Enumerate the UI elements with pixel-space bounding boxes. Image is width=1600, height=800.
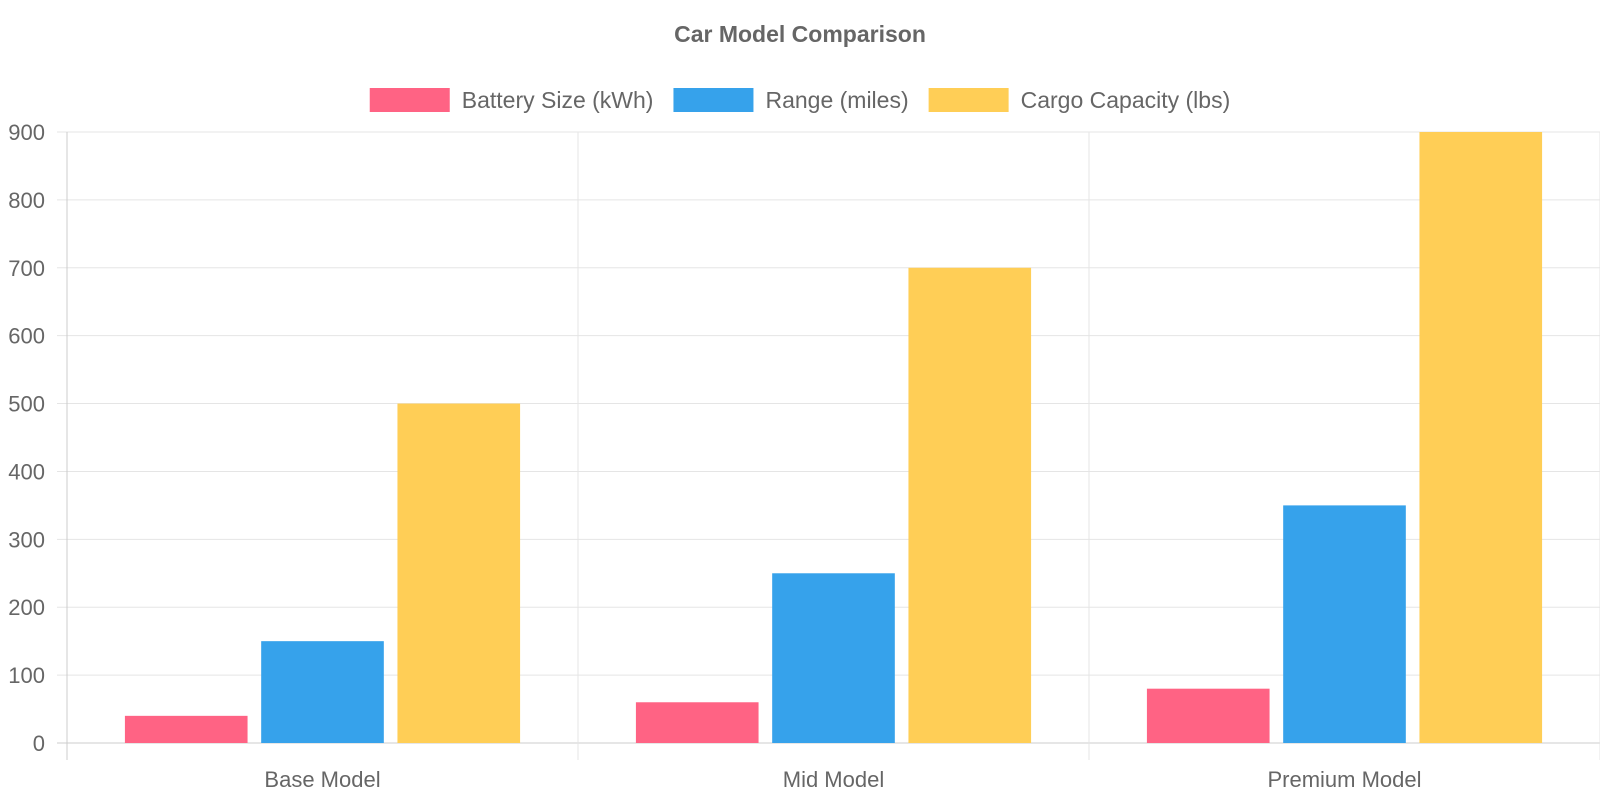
y-tick-label: 600 xyxy=(8,324,45,349)
bar-range-miles-premium-model[interactable] xyxy=(1283,505,1406,743)
y-tick-label: 700 xyxy=(8,256,45,281)
y-tick-label: 500 xyxy=(8,392,45,417)
bars xyxy=(124,132,1543,743)
legend-label: Battery Size (kWh) xyxy=(462,87,654,113)
y-tick-label: 900 xyxy=(8,120,45,145)
x-tick-label: Base Model xyxy=(264,767,380,792)
chart-title: Car Model Comparison xyxy=(674,21,926,47)
bar-range-miles-base-model[interactable] xyxy=(261,641,384,743)
bar-battery-size-kwh-premium-model[interactable] xyxy=(1146,688,1270,743)
y-tick-label: 0 xyxy=(33,731,45,756)
y-tick-label: 800 xyxy=(8,188,45,213)
y-tick-label: 400 xyxy=(8,459,45,484)
legend-swatch[interactable] xyxy=(673,88,754,112)
grid-lines xyxy=(57,131,1600,760)
legend-swatch[interactable] xyxy=(928,88,1009,112)
bar-battery-size-kwh-mid-model[interactable] xyxy=(635,702,759,743)
bar-cargo-capacity-lbs-mid-model[interactable] xyxy=(908,267,1032,743)
y-tick-label: 300 xyxy=(8,527,45,552)
legend-label: Range (miles) xyxy=(765,87,908,113)
bar-cargo-capacity-lbs-base-model[interactable] xyxy=(397,403,521,743)
legend-label: Cargo Capacity (lbs) xyxy=(1021,87,1231,113)
y-tick-label: 100 xyxy=(8,663,45,688)
axes: 0 100 200 300 400 500 600 700 800 900 Base Model Mi… xyxy=(8,120,1421,792)
y-tick-label: 200 xyxy=(8,595,45,620)
x-tick-label: Premium Model xyxy=(1267,767,1421,792)
bar-cargo-capacity-lbs-premium-model[interactable] xyxy=(1419,132,1543,743)
bar-battery-size-kwh-base-model[interactable] xyxy=(124,715,248,743)
legend: Battery Size (kWh) Range (miles) Cargo Cap… xyxy=(369,87,1231,113)
x-tick-label: Mid Model xyxy=(783,767,884,792)
legend-swatch[interactable] xyxy=(369,88,450,112)
bar-range-miles-mid-model[interactable] xyxy=(772,573,895,743)
